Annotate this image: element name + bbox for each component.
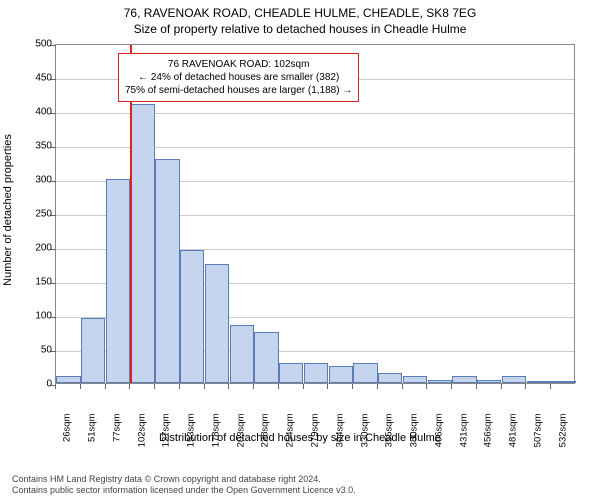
histogram-bar <box>551 381 575 383</box>
histogram-bar <box>477 380 501 383</box>
xtick-mark <box>451 384 452 389</box>
histogram-bar <box>106 179 130 383</box>
ytick-label: 0 <box>12 379 52 390</box>
footer-line-2: Contains public sector information licen… <box>12 485 356 496</box>
histogram-bar <box>131 104 155 383</box>
xtick-mark <box>402 384 403 389</box>
chart-subtitle: Size of property relative to detached ho… <box>0 20 600 36</box>
xtick-mark <box>55 384 56 389</box>
histogram-bar <box>230 325 254 383</box>
xtick-mark <box>377 384 378 389</box>
annotation-line-1: 76 RAVENOAK ROAD: 102sqm <box>125 58 352 71</box>
ytick-label: 300 <box>12 175 52 186</box>
histogram-bar <box>81 318 105 383</box>
ytick-label: 50 <box>12 345 52 356</box>
histogram-bar <box>428 380 452 383</box>
xtick-mark <box>525 384 526 389</box>
histogram-bar <box>378 373 402 383</box>
histogram-bar <box>56 376 80 383</box>
histogram-bar <box>155 159 179 383</box>
histogram-bar <box>279 363 303 383</box>
histogram-bar <box>353 363 377 383</box>
histogram-bar <box>329 366 353 383</box>
ytick-label: 500 <box>12 39 52 50</box>
ytick-label: 150 <box>12 277 52 288</box>
xtick-mark <box>154 384 155 389</box>
xtick-mark <box>426 384 427 389</box>
xtick-mark <box>204 384 205 389</box>
chart-title-1: 76, RAVENOAK ROAD, CHEADLE HULME, CHEADL… <box>0 0 600 20</box>
xtick-mark <box>80 384 81 389</box>
ytick-label: 200 <box>12 243 52 254</box>
xtick-mark <box>550 384 551 389</box>
footer-line-1: Contains HM Land Registry data © Crown c… <box>12 474 356 485</box>
annotation-line-2: ← 24% of detached houses are smaller (38… <box>125 71 352 84</box>
x-axis-label: Distribution of detached houses by size … <box>0 432 600 444</box>
footer-attribution: Contains HM Land Registry data © Crown c… <box>12 474 356 497</box>
ytick-label: 350 <box>12 141 52 152</box>
xtick-mark <box>303 384 304 389</box>
xtick-mark <box>179 384 180 389</box>
histogram-bar <box>205 264 229 383</box>
histogram-bar <box>502 376 526 383</box>
histogram-bar <box>180 250 204 383</box>
annotation-line-3: 75% of semi-detached houses are larger (… <box>125 84 352 97</box>
ytick-label: 450 <box>12 73 52 84</box>
histogram-bar <box>452 376 476 383</box>
xtick-mark <box>129 384 130 389</box>
ytick-label: 400 <box>12 107 52 118</box>
xtick-mark <box>352 384 353 389</box>
histogram-bar <box>304 363 328 383</box>
xtick-mark <box>278 384 279 389</box>
xtick-mark <box>105 384 106 389</box>
xtick-mark <box>476 384 477 389</box>
xtick-mark <box>327 384 328 389</box>
ytick-label: 250 <box>12 209 52 220</box>
histogram-bar <box>527 381 551 383</box>
xtick-mark <box>228 384 229 389</box>
xtick-mark <box>253 384 254 389</box>
ytick-label: 100 <box>12 311 52 322</box>
histogram-bar <box>254 332 278 383</box>
annotation-callout: 76 RAVENOAK ROAD: 102sqm← 24% of detache… <box>118 53 359 102</box>
chart-plot-area: 76 RAVENOAK ROAD: 102sqm← 24% of detache… <box>55 44 575 384</box>
xtick-mark <box>501 384 502 389</box>
histogram-bar <box>403 376 427 383</box>
